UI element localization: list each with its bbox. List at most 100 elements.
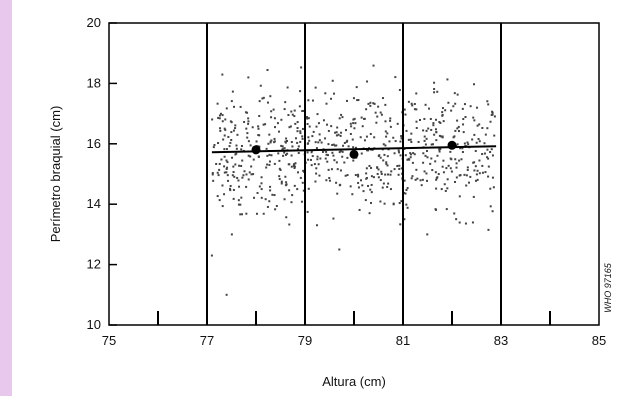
- data-point: [449, 150, 452, 153]
- data-point: [255, 212, 258, 215]
- data-point: [357, 173, 360, 176]
- data-point: [223, 148, 226, 151]
- data-point: [352, 122, 355, 125]
- data-point: [240, 164, 243, 167]
- data-point: [306, 123, 309, 126]
- data-point: [469, 105, 472, 108]
- data-point: [478, 123, 481, 126]
- data-point: [290, 165, 293, 168]
- data-point: [211, 173, 214, 176]
- data-point: [227, 135, 230, 138]
- data-point: [466, 169, 469, 172]
- data-point: [352, 97, 355, 100]
- data-point: [469, 175, 472, 178]
- data-point: [345, 140, 348, 143]
- data-point: [230, 100, 233, 103]
- data-point: [452, 105, 455, 108]
- data-point: [405, 203, 408, 206]
- data-point: [273, 194, 276, 197]
- data-point: [493, 115, 496, 118]
- data-point: [381, 186, 384, 189]
- data-point: [466, 141, 469, 144]
- data-point: [246, 136, 249, 139]
- group-mean-point: [349, 149, 359, 159]
- data-point: [374, 111, 377, 114]
- data-point: [341, 155, 344, 158]
- data-point: [427, 127, 430, 130]
- data-point: [453, 135, 456, 138]
- data-point: [445, 167, 448, 170]
- data-point: [276, 122, 279, 125]
- data-point: [442, 159, 445, 162]
- data-point: [455, 162, 458, 165]
- data-point: [264, 198, 267, 201]
- data-point: [245, 185, 248, 188]
- data-point: [238, 164, 241, 167]
- data-point: [450, 170, 453, 173]
- data-point: [318, 133, 321, 136]
- data-point: [225, 171, 228, 174]
- data-point: [409, 156, 412, 159]
- data-point: [292, 165, 295, 168]
- data-point: [471, 138, 474, 141]
- data-point: [221, 114, 224, 117]
- data-point: [301, 181, 304, 184]
- data-point: [311, 99, 314, 102]
- data-point: [455, 166, 458, 169]
- data-point: [387, 182, 390, 185]
- data-point: [441, 107, 444, 110]
- data-point: [306, 151, 309, 154]
- data-point: [430, 143, 433, 146]
- data-point: [438, 121, 441, 124]
- data-point: [258, 114, 261, 117]
- data-point: [459, 147, 462, 150]
- data-point: [225, 107, 228, 110]
- data-point: [219, 112, 222, 115]
- data-point: [441, 113, 444, 116]
- data-point: [436, 90, 439, 93]
- data-point: [445, 208, 448, 211]
- data-point: [474, 179, 477, 182]
- y-tick-label: 16: [87, 136, 101, 151]
- data-point: [420, 184, 423, 187]
- data-point: [425, 172, 428, 175]
- data-point: [435, 118, 438, 121]
- data-point: [369, 188, 372, 191]
- data-point: [237, 199, 240, 202]
- data-point: [265, 166, 268, 169]
- data-point: [433, 87, 436, 90]
- data-point: [270, 116, 273, 119]
- data-point: [262, 96, 265, 99]
- data-point: [411, 175, 414, 178]
- data-point: [473, 119, 476, 122]
- data-point: [216, 171, 219, 174]
- data-point: [260, 188, 263, 191]
- data-point: [235, 152, 238, 155]
- data-point: [475, 141, 478, 144]
- data-point: [372, 176, 375, 179]
- data-point: [296, 188, 299, 191]
- data-point: [230, 131, 233, 134]
- data-point: [296, 141, 299, 144]
- data-point: [293, 115, 296, 118]
- data-point: [268, 200, 271, 203]
- data-point: [364, 199, 367, 202]
- data-point: [458, 195, 461, 198]
- data-point: [421, 178, 424, 181]
- plot-frame: [108, 22, 600, 326]
- data-point: [410, 132, 413, 135]
- data-point: [440, 188, 443, 191]
- data-point: [291, 194, 294, 197]
- data-point: [240, 196, 243, 199]
- data-point: [331, 79, 334, 82]
- data-point: [384, 120, 387, 123]
- data-point: [302, 189, 305, 192]
- data-point: [268, 153, 271, 156]
- data-point: [260, 176, 263, 179]
- data-point: [461, 147, 464, 150]
- data-point: [436, 154, 439, 157]
- data-point: [473, 161, 476, 164]
- data-point: [301, 127, 304, 130]
- data-point: [220, 158, 223, 161]
- data-point: [288, 189, 291, 192]
